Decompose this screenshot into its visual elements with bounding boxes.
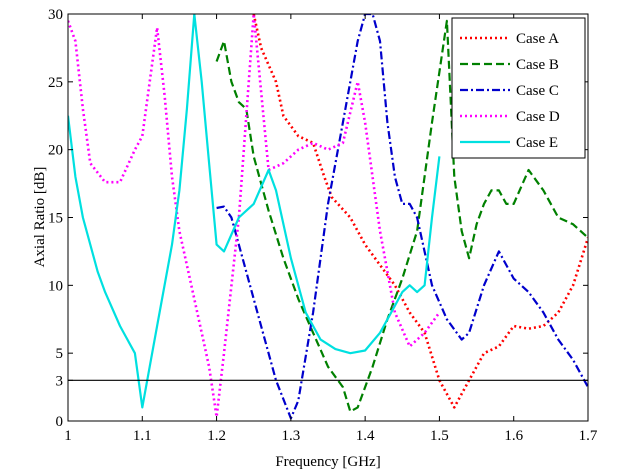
x-tick-label: 1.5 bbox=[430, 428, 449, 444]
y-tick-label: 10 bbox=[48, 278, 63, 294]
x-tick-label: 1.2 bbox=[207, 428, 226, 444]
x-tick-label: 1.7 bbox=[579, 428, 598, 444]
x-tick-label: 1.1 bbox=[133, 428, 152, 444]
y-tick-label: 0 bbox=[56, 414, 64, 430]
x-tick-label: 1 bbox=[64, 428, 72, 444]
legend-label: Case A bbox=[516, 31, 559, 47]
legend-label: Case D bbox=[516, 109, 560, 125]
y-tick-label: 15 bbox=[48, 211, 63, 227]
y-tick-label: 20 bbox=[48, 143, 63, 159]
legend-label: Case C bbox=[516, 83, 559, 99]
y-tick-label: 25 bbox=[48, 75, 63, 91]
x-axis-label: Frequency [GHz] bbox=[275, 454, 380, 470]
legend: Case A Case B Case C Case D Case E bbox=[452, 18, 585, 158]
y-tick-label: 30 bbox=[48, 7, 63, 23]
legend-label: Case E bbox=[516, 135, 558, 151]
x-tick-label: 1.3 bbox=[281, 428, 300, 444]
legend-label: Case B bbox=[516, 57, 559, 73]
y-tick-label: 3 bbox=[56, 373, 64, 389]
x-tick-label: 1.4 bbox=[356, 428, 375, 444]
y-axis-label: Axial Ratio [dB] bbox=[32, 167, 48, 268]
x-tick-label: 1.6 bbox=[504, 428, 523, 444]
y-tick-label: 5 bbox=[56, 346, 64, 362]
